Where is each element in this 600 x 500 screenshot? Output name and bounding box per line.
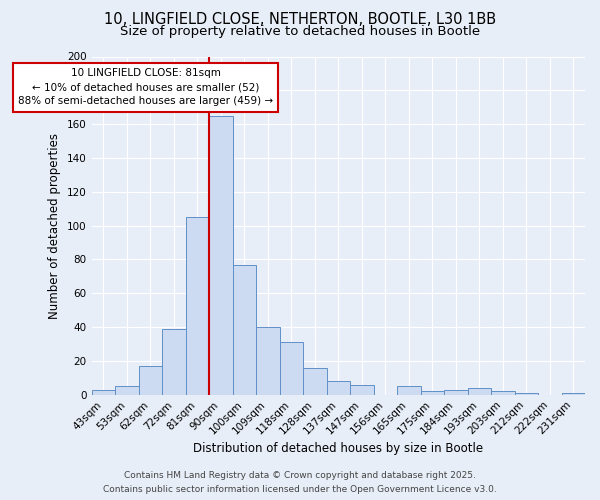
- Text: 10 LINGFIELD CLOSE: 81sqm
← 10% of detached houses are smaller (52)
88% of semi-: 10 LINGFIELD CLOSE: 81sqm ← 10% of detac…: [18, 68, 273, 106]
- Bar: [280, 342, 303, 394]
- Text: Size of property relative to detached houses in Bootle: Size of property relative to detached ho…: [120, 25, 480, 38]
- Bar: [162, 329, 185, 394]
- Bar: [444, 390, 467, 394]
- Bar: [515, 393, 538, 394]
- Bar: [421, 392, 444, 394]
- Bar: [350, 384, 374, 394]
- Bar: [209, 116, 233, 394]
- Bar: [92, 390, 115, 394]
- Bar: [139, 366, 162, 394]
- Bar: [233, 264, 256, 394]
- Bar: [562, 393, 585, 394]
- Bar: [115, 386, 139, 394]
- X-axis label: Distribution of detached houses by size in Bootle: Distribution of detached houses by size …: [193, 442, 484, 455]
- Bar: [326, 381, 350, 394]
- Bar: [185, 217, 209, 394]
- Bar: [491, 392, 515, 394]
- Text: 10, LINGFIELD CLOSE, NETHERTON, BOOTLE, L30 1BB: 10, LINGFIELD CLOSE, NETHERTON, BOOTLE, …: [104, 12, 496, 28]
- Text: Contains HM Land Registry data © Crown copyright and database right 2025.
Contai: Contains HM Land Registry data © Crown c…: [103, 472, 497, 494]
- Y-axis label: Number of detached properties: Number of detached properties: [49, 132, 61, 318]
- Bar: [467, 388, 491, 394]
- Bar: [303, 368, 326, 394]
- Bar: [256, 327, 280, 394]
- Bar: [397, 386, 421, 394]
